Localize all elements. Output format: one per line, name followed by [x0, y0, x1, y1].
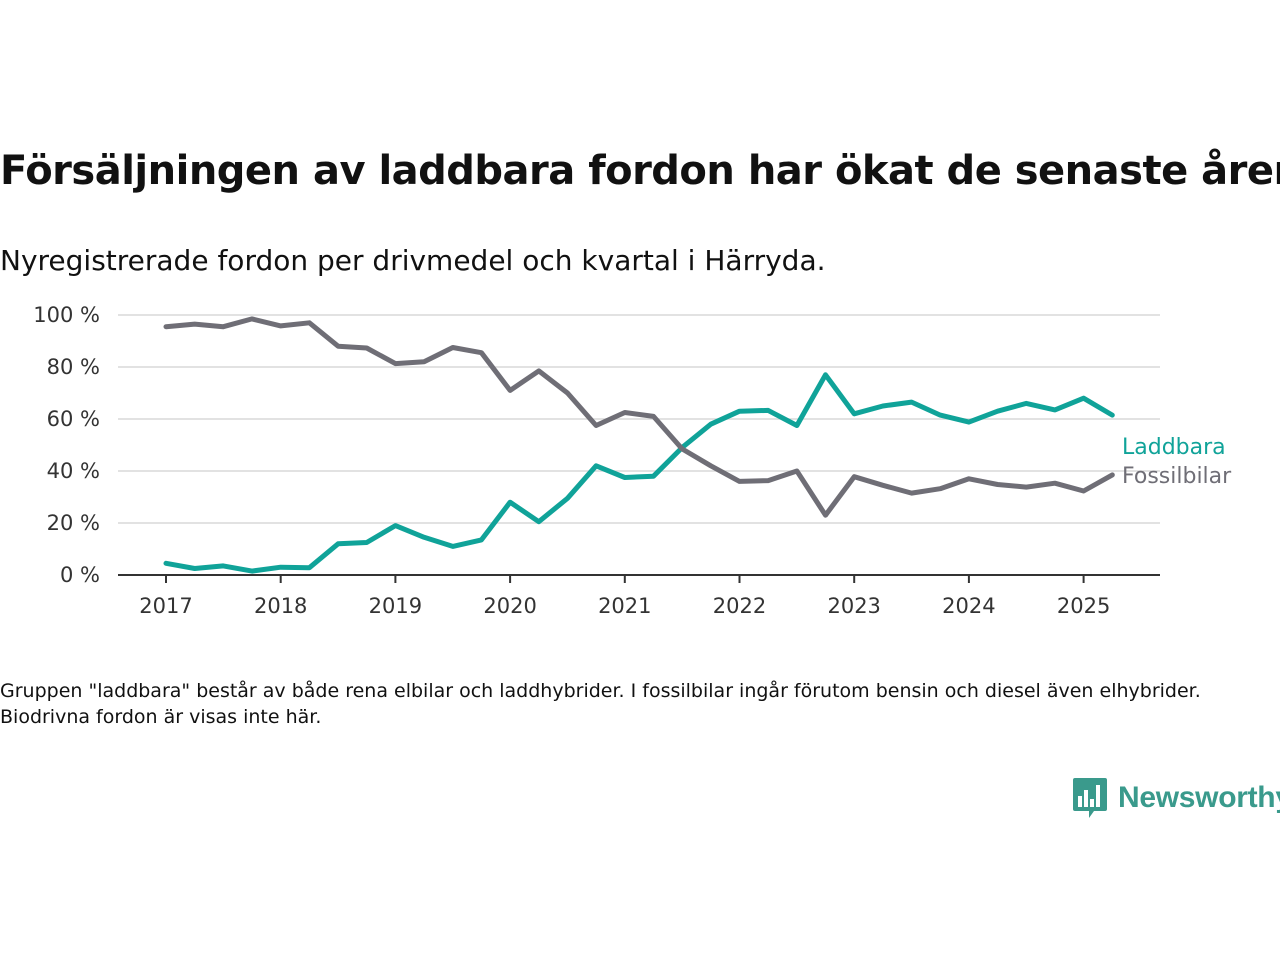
series-line-laddbara [163, 372, 1115, 574]
series-lines [163, 316, 1115, 574]
brand-name: Newsworthy [1118, 781, 1280, 814]
x-tick-label: 2023 [827, 594, 880, 618]
series-labels: Laddbara Fossilbilar [1122, 435, 1232, 489]
x-tick-label: 2022 [713, 594, 766, 618]
series-label-fossilbilar: Fossilbilar [1122, 464, 1232, 489]
chart-title: Försäljningen av laddbara fordon har öka… [0, 148, 1280, 194]
chart-subtitle: Nyregistrerade fordon per drivmedel och … [0, 244, 826, 277]
gridlines [118, 314, 1160, 524]
x-tick-label: 2021 [598, 594, 651, 618]
y-tick-label: 80 % [47, 355, 100, 379]
x-tick-label: 2018 [254, 594, 307, 618]
x-tick-label: 2020 [483, 594, 536, 618]
x-tick-label: 2019 [369, 594, 422, 618]
series-label-laddbara: Laddbara [1122, 435, 1226, 460]
bar-chart-speech-bubble-icon [1073, 778, 1107, 818]
y-tick-label: 0 % [60, 563, 100, 587]
y-tick-label: 40 % [47, 459, 100, 483]
y-tick-label: 60 % [47, 407, 100, 431]
x-tick-label: 2024 [942, 594, 995, 618]
x-tick-label: 2025 [1057, 594, 1110, 618]
footnote: Gruppen "laddbara" består av både rena e… [0, 680, 1201, 728]
newsworthy-logo[interactable]: Newsworthy [1072, 776, 1280, 820]
line-chart: 0 % 20 % 40 % 60 % 80 % 100 % 2017 2018 2019 2020… [33, 303, 1232, 618]
series-line-fossilbilar [163, 316, 1115, 518]
x-tick-label: 2017 [139, 594, 192, 618]
axes: 0 % 20 % 40 % 60 % 80 % 100 % 2017 2018 2019 2020… [33, 303, 1160, 618]
y-tick-label: 100 % [33, 303, 100, 327]
y-tick-label: 20 % [47, 511, 100, 535]
